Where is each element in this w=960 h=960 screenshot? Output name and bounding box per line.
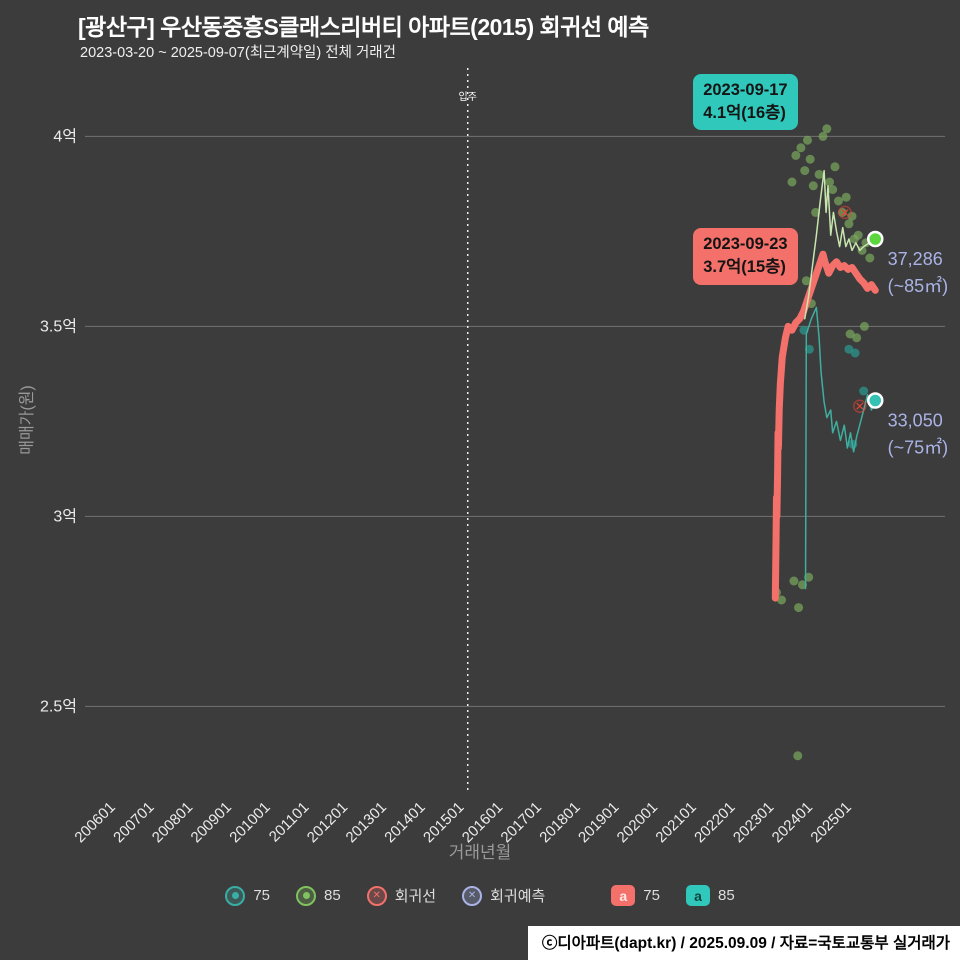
forecast-value-label: 33,050 (~75㎡) [888, 411, 949, 458]
regression-point-x: ✕ [840, 206, 850, 220]
legend-swatch-square: a [611, 885, 636, 906]
data-point-scatter-85[interactable] [857, 245, 867, 255]
move-in-label: 입주 [459, 90, 477, 103]
data-point-scatter-85[interactable] [805, 154, 815, 164]
legend-label: 85 [324, 887, 341, 904]
y-tick-label: 3.5억 [40, 317, 77, 335]
chart-legend: 75 85 ✕ 회귀선 ✕ 회귀예측 a 75 a 85 [0, 885, 960, 906]
forecast-85 [804, 169, 877, 320]
data-point-scatter-85[interactable] [825, 177, 835, 187]
annotation-price: 3.7억(15층) [703, 258, 786, 277]
legend-label: 회귀선 [394, 888, 437, 905]
credit-bar: ⓒ디아파트(dapt.kr) / 2025.09.09 / 자료=국토교통부 실… [527, 926, 960, 960]
data-point-scatter-75[interactable] [804, 344, 814, 354]
legend-swatch-circle: ✕ [462, 885, 483, 906]
end-marker-forecast-85[interactable] [867, 230, 884, 248]
data-point-scatter-85[interactable] [859, 321, 869, 331]
legend-item-series-85[interactable]: 85 [296, 885, 341, 906]
data-point-scatter-85[interactable] [797, 580, 807, 590]
data-point-scatter-85[interactable] [794, 603, 804, 613]
forecast-75 [804, 306, 877, 590]
page-subtitle: 2023-03-20 ~ 2025-09-07(최근계약일) 전체 거래건 [80, 45, 396, 61]
data-point-scatter-85[interactable] [793, 751, 803, 761]
legend-item-unit-75-badge[interactable]: a 75 [611, 885, 660, 906]
annotation-2023-09-23[interactable]: 2023-09-23 3.7억(15층) [693, 228, 798, 285]
data-point-scatter-85[interactable] [796, 143, 806, 153]
legend-swatch-inner [302, 892, 310, 899]
data-point-scatter-85[interactable] [789, 576, 799, 586]
data-point-scatter-85[interactable] [841, 192, 851, 202]
legend-swatch-inner: ✕ [467, 889, 477, 901]
data-point-scatter-85[interactable] [811, 207, 821, 217]
legend-label: 85 [717, 887, 735, 904]
legend-swatch-inner: ✕ [372, 889, 381, 901]
data-point-scatter-85[interactable] [822, 124, 832, 134]
data-point-scatter-85[interactable] [802, 135, 812, 145]
annotation-2023-09-17[interactable]: 2023-09-17 4.1억(16층) [693, 73, 798, 130]
data-point-scatter-85[interactable] [844, 219, 854, 229]
data-point-scatter-85[interactable] [833, 196, 843, 206]
y-tick-label: 2.5억 [40, 697, 77, 715]
regression-point-ring [838, 205, 852, 220]
legend-item-regression[interactable]: ✕ 회귀선 [366, 885, 437, 906]
regression-point-x: ✕ [855, 400, 865, 414]
data-point-scatter-75[interactable] [859, 386, 869, 396]
data-point-scatter-85[interactable] [801, 276, 811, 286]
data-point-scatter-85[interactable] [808, 181, 818, 191]
legend-item-forecast[interactable]: ✕ 회귀예측 [462, 885, 545, 906]
annotation-price: 4.1억(16층) [703, 103, 786, 122]
data-point-scatter-85[interactable] [847, 211, 857, 221]
page-title: [광산구] 우산동중흥S클래스리버티 아파트(2015) 회귀선 예측 [78, 14, 649, 40]
price-chart[interactable]: 4억3.5억3억2.5억2006012007012008012009012010… [0, 0, 960, 880]
legend-swatch-circle [225, 885, 246, 906]
legend-label: 75 [643, 887, 660, 904]
legend-label: 75 [253, 887, 270, 904]
legend-item-unit-85-badge[interactable]: a 85 [685, 885, 735, 906]
legend-swatch-circle: ✕ [366, 885, 387, 906]
legend-swatch-circle [296, 885, 316, 906]
end-marker-forecast-75[interactable] [867, 392, 884, 409]
regression-point-ring [853, 399, 867, 413]
data-point-scatter-85[interactable] [818, 131, 828, 141]
data-point-scatter-85[interactable] [828, 185, 838, 195]
data-point-scatter-85[interactable] [777, 595, 787, 605]
data-point-scatter-85[interactable] [830, 162, 840, 172]
annotation-date: 2023-09-17 [703, 80, 788, 99]
data-point-scatter-85[interactable] [845, 329, 855, 339]
data-point-scatter-85[interactable] [852, 333, 862, 343]
data-point-scatter-85[interactable] [787, 177, 797, 187]
y-axis-title: 매매가(원) [19, 385, 36, 455]
data-point-scatter-75[interactable] [850, 348, 860, 358]
legend-swatch-square: a [685, 885, 710, 906]
x-axis-title: 거래년월 [448, 843, 512, 862]
legend-item-series-75[interactable]: 75 [225, 885, 270, 906]
y-tick-label: 3억 [53, 507, 77, 525]
forecast-value-label: 37,286 (~85㎡) [888, 249, 949, 296]
regression-line [771, 250, 879, 602]
data-point-scatter-85[interactable] [804, 572, 814, 582]
data-point-scatter-85[interactable] [865, 253, 875, 263]
data-point-scatter-85[interactable] [853, 230, 863, 240]
data-point-scatter-85[interactable] [814, 169, 824, 179]
y-tick-label: 4억 [53, 127, 77, 145]
annotation-date: 2023-09-23 [703, 235, 788, 254]
legend-swatch-inner [231, 892, 239, 899]
data-point-scatter-85[interactable] [800, 166, 810, 176]
legend-label: 회귀예측 [490, 888, 546, 905]
data-point-scatter-85[interactable] [791, 150, 801, 160]
